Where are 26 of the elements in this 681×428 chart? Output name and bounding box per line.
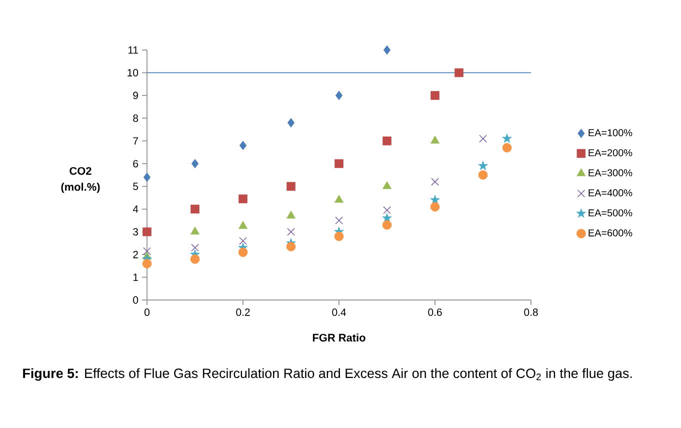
legend-label: EA=300% — [588, 169, 632, 176]
y-tick-label: 11 — [128, 46, 138, 54]
text: Figure 5: Effects of Flue Gas Recirculation Ratio and Excess Air on the content of CO$_{2}$ in the flue gas. — [23, 368, 632, 381]
y-tick-label: 4 — [132, 206, 138, 213]
y-tick-label: 2 — [133, 250, 138, 258]
x-tick-label: 0 — [144, 308, 150, 316]
y-tick-label: 7 — [133, 137, 138, 145]
y-tick-label: 0 — [133, 296, 138, 304]
x-tick-label: 0.4 — [332, 308, 346, 316]
y-axis-title: CO2 (mol.%) — [61, 167, 100, 193]
x-tick-label: 0.2 — [236, 308, 250, 316]
x-tick-label: 0.6 — [428, 308, 442, 316]
y-tick-label: 5 — [133, 182, 138, 190]
legend-label: EA=400% — [588, 189, 632, 196]
y-tick-label: 6 — [133, 160, 138, 168]
y-tick-label: 10 — [128, 69, 138, 76]
legend-label: EA=200% — [588, 149, 632, 156]
y-tick-label: 9 — [133, 92, 138, 100]
x-axis-title: FGR Ratio — [312, 334, 366, 342]
legend-label: EA=600% — [588, 229, 632, 236]
y-tick-label: 1 — [133, 274, 138, 281]
y-tick-label: 8 — [133, 114, 138, 122]
legend-label: EA=100% — [588, 129, 632, 136]
y-tick-label: 3 — [133, 228, 138, 236]
legend-label: EA=500% — [588, 209, 632, 216]
x-tick-label: 0.8 — [524, 308, 538, 316]
